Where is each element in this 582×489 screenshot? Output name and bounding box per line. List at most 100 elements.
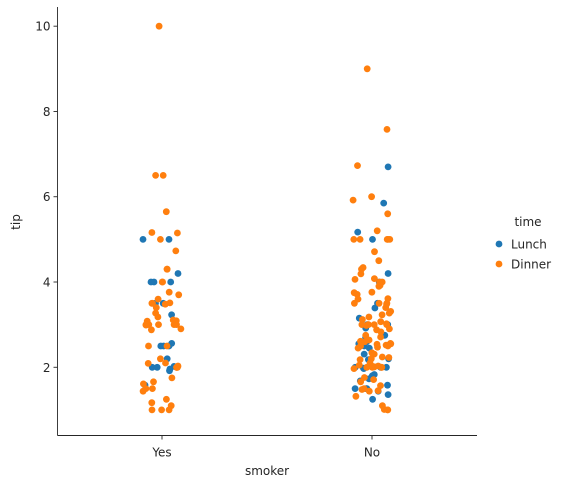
point-dinner-no [349,196,357,204]
point-dinner-no [377,382,384,389]
point-dinner-no [355,361,363,369]
point-dinner-yes [162,359,169,367]
point-dinner-no [378,353,386,361]
point-dinner-yes [177,325,185,333]
point-lunch-yes [139,236,147,243]
point-dinner-yes [149,385,156,392]
point-dinner-yes [173,321,180,328]
point-dinner-no [350,365,358,372]
x-axis-ticks: Yes No [151,435,380,460]
legend-label-dinner: Dinner [511,258,551,272]
point-dinner-yes [163,265,171,273]
point-dinner-yes [158,278,166,286]
point-dinner-no [386,325,393,333]
legend-title: time [514,215,541,229]
point-dinner-no [352,392,360,400]
data-points [139,22,395,414]
point-dinner-yes [139,387,147,395]
y-axis-label: tip [9,214,23,230]
point-lunch-yes [153,363,161,371]
point-dinner-no [356,356,364,363]
point-dinner-no [378,311,386,319]
point-lunch-no [369,236,376,243]
point-lunch-yes [147,278,155,286]
legend: time Lunch Dinner [495,215,551,272]
point-dinner-no [370,376,377,383]
point-dinner-yes [174,229,181,237]
point-dinner-no [382,304,390,311]
point-dinner-yes [157,355,164,363]
point-dinner-no [365,387,373,395]
point-dinner-yes [154,295,162,303]
point-dinner-yes [157,236,164,243]
point-lunch-yes [157,342,165,350]
point-dinner-yes [144,360,152,367]
point-dinner-no [371,275,378,282]
point-lunch-yes [165,236,173,243]
point-dinner-no [351,299,358,307]
point-dinner-no [359,316,366,323]
point-dinner-yes [161,300,169,308]
point-dinner-yes [142,321,150,329]
point-dinner-no [363,322,370,329]
point-dinner-no [363,65,371,73]
point-lunch-no [351,385,359,392]
x-axis-label: smoker [245,464,289,478]
point-dinner-no [357,378,365,386]
point-dinner-no [385,309,393,317]
point-dinner-yes [165,406,173,414]
y-tick-label: 10 [35,20,50,34]
point-dinner-yes [148,229,156,236]
point-dinner-no [375,282,383,290]
point-dinner-no [361,338,369,346]
point-lunch-no [384,381,391,389]
legend-marker-lunch [495,240,503,248]
point-dinner-no [375,299,383,307]
point-dinner-no [373,227,381,235]
point-dinner-no [362,331,370,339]
point-dinner-no [357,270,365,278]
point-lunch-no [369,395,376,403]
legend-marker-dinner [495,260,503,268]
point-dinner-no [375,257,383,265]
point-dinner-no [384,406,391,414]
point-lunch-no [371,304,379,312]
legend-label-lunch: Lunch [511,238,547,252]
point-dinner-no [386,236,394,243]
point-dinner-yes [148,399,156,407]
point-dinner-yes [152,304,160,311]
point-dinner-yes [165,288,173,296]
point-dinner-yes [172,247,180,255]
point-dinner-no [385,354,393,361]
point-dinner-no [370,321,378,328]
point-dinner-yes [174,363,181,371]
y-axis-ticks: 2 4 6 8 10 [35,20,58,375]
point-dinner-no [365,313,373,321]
point-lunch-no [384,270,392,277]
point-dinner-no [368,193,375,201]
point-dinner-no [368,288,376,296]
point-dinner-no [371,248,378,256]
point-dinner-yes [148,326,155,334]
point-dinner-yes [148,299,156,307]
y-tick-label: 4 [43,276,51,290]
point-lunch-yes [167,278,175,286]
point-dinner-no [351,276,359,283]
point-dinner-yes [162,208,170,216]
point-dinner-yes [175,291,183,299]
point-dinner-yes [150,378,157,386]
point-dinner-yes [148,406,156,414]
point-lunch-yes [166,367,173,375]
point-dinner-yes [155,321,162,328]
y-tick-label: 8 [43,105,51,119]
point-dinner-no [384,342,392,350]
point-dinner-yes [163,395,170,403]
point-lunch-no [380,199,388,207]
point-lunch-no [384,391,392,398]
point-dinner-yes [145,342,152,350]
point-dinner-no [378,363,385,371]
point-dinner-no [384,210,392,218]
point-dinner-yes [158,406,166,414]
point-dinner-no [374,343,381,351]
